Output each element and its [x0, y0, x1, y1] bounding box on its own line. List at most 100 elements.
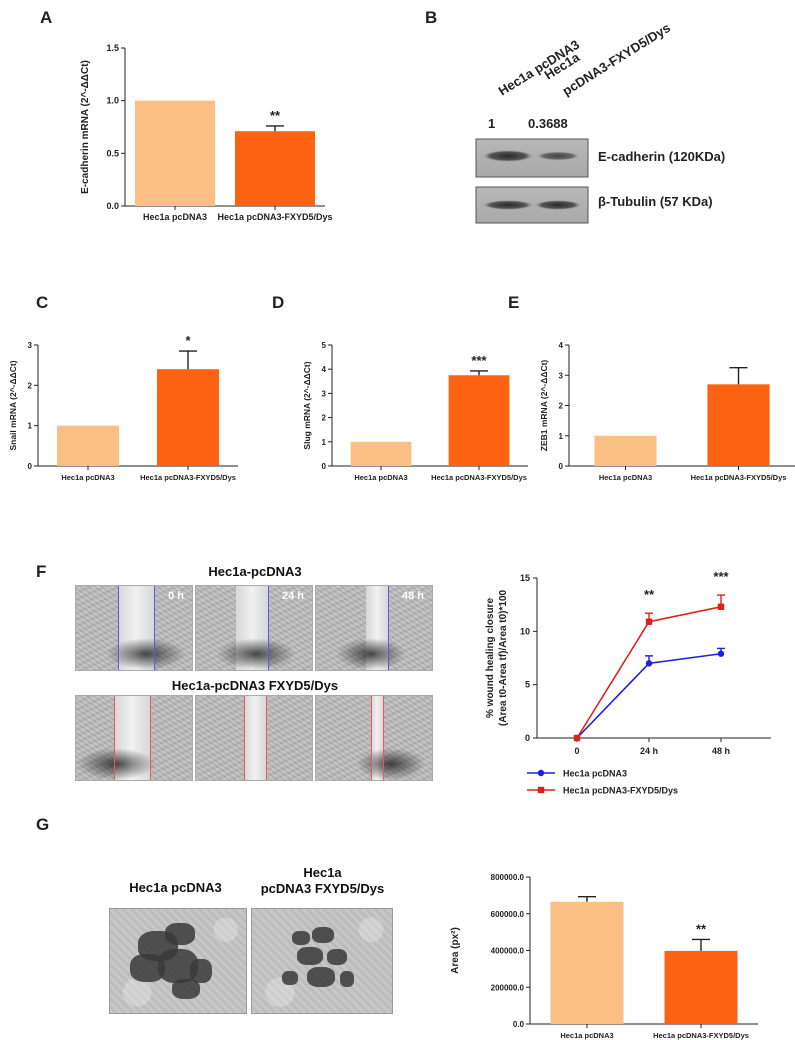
y-tick-label: 0.5	[106, 148, 119, 158]
y-tick-label: 2	[559, 402, 564, 411]
band-label-ecadherin: E-cadherin (120KDa)	[598, 149, 725, 164]
x-category-label: Hec1a pcDNA3-FXYD5/Dys	[691, 473, 787, 482]
bar	[448, 375, 510, 466]
x-category-label: Hec1a pcDNA3-FXYD5/Dys	[140, 473, 236, 482]
significance-marker: ***	[713, 569, 729, 584]
y-axis-label-line2: (Area t0-Area tf)/Area t0)*100	[498, 589, 509, 726]
quant-control: 1	[488, 116, 495, 131]
y-tick-label: 0	[322, 462, 327, 471]
panel-letter-f: F	[36, 562, 46, 581]
y-axis-label: ZEB1 mRNA (2^-ΔΔCt)	[539, 360, 549, 452]
bar	[707, 384, 770, 466]
wound-row2-title: Hec1a-pcDNA3 FXYD5/Dys	[171, 678, 339, 693]
significance-marker: **	[696, 921, 707, 936]
x-category-label: Hec1a pcDNA3	[354, 473, 407, 482]
quant-fxyd5: 0.3688	[528, 116, 568, 131]
bar	[135, 100, 215, 206]
y-tick-label: 5	[322, 341, 327, 350]
significance-marker: *	[185, 333, 191, 348]
data-point	[645, 660, 653, 667]
legend-label: Hec1a pcDNA3-FXYD5/Dys	[563, 786, 678, 796]
bar	[235, 131, 315, 206]
x-category-label: Hec1a pcDNA3	[143, 212, 207, 222]
y-tick-label: 0	[525, 733, 530, 743]
significance-marker: **	[270, 108, 281, 123]
y-tick-label: 4	[559, 341, 564, 350]
colony-title-fxyd5-line1: Hec1a	[303, 865, 342, 880]
significance-marker: **	[644, 587, 655, 602]
bar-chart-slug: 0 1 2 3 4 5 Slug mRNA (2^-ΔΔCt) Hec1a pcDNA3 Hec…	[302, 341, 528, 482]
y-tick-label: 3	[28, 341, 33, 350]
series-line	[576, 606, 722, 739]
x-tick-label: 48 h	[712, 746, 730, 756]
x-category-label: Hec1a pcDNA3-FXYD5/Dys	[653, 1031, 749, 1040]
x-category-label: Hec1a pcDNA3	[61, 473, 114, 482]
panel-letter-g: G	[36, 815, 49, 834]
y-tick-label: 600000.0	[491, 910, 525, 919]
y-tick-label: 1.0	[106, 96, 119, 106]
bar	[157, 369, 219, 466]
tubulin-band-fxyd5	[534, 200, 582, 210]
data-point	[645, 618, 653, 625]
y-tick-label: 5	[525, 680, 530, 690]
y-tick-label: 3	[559, 371, 564, 380]
y-tick-label: 0.0	[106, 201, 119, 211]
timepoint-label: 24 h	[281, 590, 304, 602]
y-tick-label: 0.0	[513, 1020, 525, 1029]
y-tick-label: 800000.0	[491, 873, 525, 882]
panel-letter-e: E	[508, 293, 519, 312]
timepoint-label: 0 h	[168, 590, 184, 602]
wound-image-fxyd5-24h	[195, 695, 313, 781]
line-chart-wound-healing: 0 5 10 15 0 24 h 48 h % wound healing closure (A…	[485, 569, 771, 796]
band-label-tubulin: β-Tubulin (57 KDa)	[598, 194, 713, 209]
y-tick-label: 200000.0	[491, 983, 525, 992]
y-tick-label: 2	[28, 381, 33, 390]
bar	[550, 901, 624, 1024]
bar-chart-colony-area: 0.0 200000.0 400000.0 600000.0 800000.0 Area …	[450, 873, 758, 1040]
x-tick-label: 0	[574, 746, 579, 756]
y-tick-label: 0	[559, 462, 564, 471]
panel-letter-c: C	[36, 293, 48, 312]
wound-image-fxyd5-0h	[75, 695, 193, 781]
y-tick-label: 1	[28, 422, 33, 431]
y-tick-label: 400000.0	[491, 947, 525, 956]
bar	[664, 950, 738, 1024]
x-category-label: Hec1a pcDNA3-FXYD5/Dys	[217, 212, 332, 222]
tubulin-band-control	[482, 200, 534, 210]
legend-marker	[537, 769, 545, 777]
y-tick-label: 15	[520, 573, 530, 583]
panel-letter-f-wrap: F	[36, 562, 46, 581]
legend-label: Hec1a pcDNA3	[563, 769, 627, 779]
y-tick-label: 2	[322, 414, 327, 423]
x-category-label: Hec1a pcDNA3-FXYD5/Dys	[431, 473, 527, 482]
y-axis-label: Area (px²)	[450, 927, 461, 974]
y-tick-label: 4	[322, 365, 327, 374]
colony-image-fxyd5	[251, 908, 393, 1014]
wound-image-control-0h: 0 h	[75, 585, 193, 671]
bar-chart-snail: 0 1 2 3 Snail mRNA (2^-ΔΔCt) Hec1a pcDNA3 Hec1…	[8, 333, 238, 482]
panel-letters-cde: C D E	[36, 293, 519, 312]
bar-chart-ecadherin: 0.0 0.5 1.0 1.5 E-cadherin mRNA (2^-ΔΔCt) Hec…	[80, 43, 333, 222]
colony-title-control: Hec1a pcDNA3	[129, 880, 222, 895]
bar	[350, 441, 412, 466]
wound-image-control-24h: 24 h	[195, 585, 313, 671]
wound-image-fxyd5-48h	[315, 695, 433, 781]
y-tick-label: 1	[559, 432, 564, 441]
y-tick-label: 3	[322, 389, 327, 398]
panel-letter-g-wrap: G	[36, 815, 49, 834]
y-tick-label: 0	[28, 462, 33, 471]
y-axis-label: Slug mRNA (2^-ΔΔCt)	[302, 361, 312, 449]
y-axis-label: Snail mRNA (2^-ΔΔCt)	[8, 360, 18, 450]
ecadherin-band-fxyd5	[536, 151, 580, 161]
significance-marker: ***	[471, 353, 487, 368]
y-tick-label: 1	[322, 438, 327, 447]
ecadherin-band-control	[482, 150, 534, 162]
timepoint-label: 48 h	[401, 590, 424, 602]
x-category-label: Hec1a pcDNA3	[560, 1031, 613, 1040]
wound-row1-title: Hec1a-pcDNA3	[208, 564, 302, 579]
panel-b-western-blot: B Hec1a pcDNA3 Hec1a pcDNA3-FXYD5/Dys 1 …	[425, 8, 725, 224]
y-tick-label: 1.5	[106, 43, 119, 53]
data-point	[717, 603, 725, 610]
colony-image-control	[109, 908, 247, 1014]
y-axis-label-line1: % wound healing closure	[485, 598, 496, 718]
